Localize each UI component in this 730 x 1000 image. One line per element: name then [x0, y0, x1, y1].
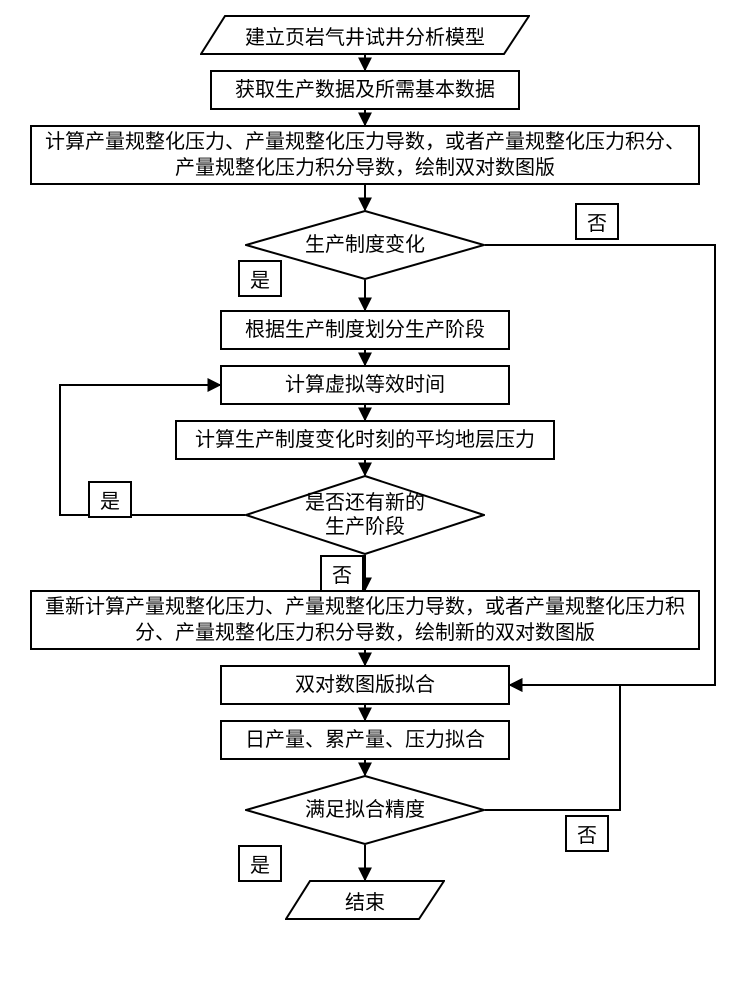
flow-node-n6: 计算生产制度变化时刻的平均地层压力 — [175, 420, 555, 460]
flow-node-n5: 计算虚拟等效时间 — [220, 365, 510, 405]
flow-decision-d2: 是否还有新的生产阶段 — [245, 475, 485, 555]
flow-node-n10: 结束 — [285, 880, 445, 920]
flow-label-l_d1_no: 否 — [575, 203, 619, 240]
flow-label-l_d3_yes: 是 — [238, 845, 282, 882]
flow-node-n3: 计算产量规整化压力、产量规整化压力导数，或者产量规整化压力积分、产量规整化压力积… — [30, 125, 700, 185]
flow-node-n8: 双对数图版拟合 — [220, 665, 510, 705]
flow-label-l_d1_yes: 是 — [238, 260, 282, 297]
flow-node-n1: 建立页岩气井试井分析模型 — [200, 15, 530, 55]
flow-label-l_d2_yes: 是 — [88, 481, 132, 518]
flow-node-n4: 根据生产制度划分生产阶段 — [220, 310, 510, 350]
flow-node-n2: 获取生产数据及所需基本数据 — [210, 70, 520, 110]
flow-node-n9: 日产量、累产量、压力拟合 — [220, 720, 510, 760]
flow-label-l_d2_no: 否 — [320, 555, 364, 592]
flow-node-n7: 重新计算产量规整化压力、产量规整化压力导数，或者产量规整化压力积分、产量规整化压… — [30, 590, 700, 650]
flow-label-l_d3_no: 否 — [565, 815, 609, 852]
flow-decision-d3: 满足拟合精度 — [245, 775, 485, 845]
